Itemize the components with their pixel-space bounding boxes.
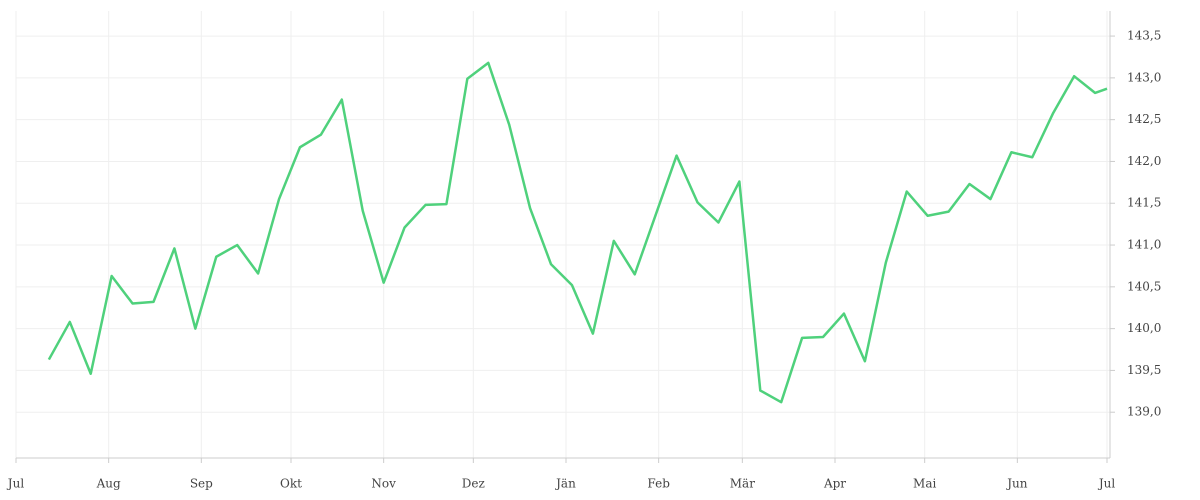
- x-tick-label: Mär: [730, 477, 755, 491]
- x-tick-label: Sep: [190, 477, 213, 491]
- y-tick-label: 141,5: [1127, 196, 1161, 210]
- y-tick-label: 141,0: [1127, 238, 1161, 252]
- y-tick-label: 139,5: [1127, 363, 1161, 377]
- y-tick-label: 140,0: [1127, 321, 1161, 335]
- x-tick-label: Nov: [371, 477, 396, 491]
- x-tick-label: Okt: [280, 477, 302, 491]
- x-tick-label: Dez: [462, 477, 485, 491]
- x-tick-label: Apr: [823, 477, 846, 491]
- x-tick-label: Feb: [647, 477, 670, 491]
- y-tick-label: 143,5: [1127, 29, 1161, 43]
- x-tick-label: Jän: [554, 477, 576, 491]
- y-tick-label: 140,5: [1127, 279, 1161, 293]
- x-tick-label: Jun: [1005, 477, 1028, 491]
- y-tick-label: 139,0: [1127, 405, 1161, 419]
- y-tick-label: 143,0: [1127, 70, 1161, 84]
- y-tick-label: 142,5: [1127, 112, 1161, 126]
- x-tick-label: Jul: [1097, 477, 1116, 491]
- line-series: [47, 61, 1108, 404]
- y-tick-label: 142,0: [1127, 154, 1161, 168]
- x-tick-label: Aug: [96, 477, 121, 491]
- x-tick-label: Mai: [913, 477, 936, 491]
- x-tick-label: Jul: [6, 477, 25, 491]
